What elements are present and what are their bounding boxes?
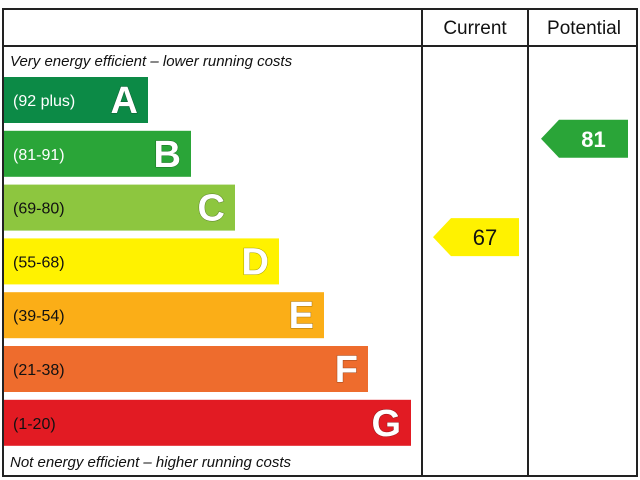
band-range-b: (81-91)	[13, 147, 65, 164]
potential-rating-arrow	[541, 119, 628, 158]
band-letter-a: A	[111, 80, 138, 122]
band-range-e: (39-54)	[13, 308, 65, 325]
band-letter-d: D	[242, 241, 269, 283]
bottom-caption: Not energy efficient – higher running co…	[10, 454, 291, 471]
band-letter-g: G	[371, 403, 401, 445]
current-rating-arrow	[433, 218, 519, 257]
band-range-a: (92 plus)	[13, 93, 75, 110]
rating-bands: (92 plus) A (81-91) B (69-80) C (55-68) D (39-54…	[4, 77, 411, 446]
potential-column-header: Potential	[547, 18, 621, 39]
band-bar-b	[4, 130, 191, 177]
current-column-header: Current	[443, 18, 507, 39]
band-letter-e: E	[289, 295, 314, 337]
band-range-f: (21-38)	[13, 362, 65, 379]
band-letter-f: F	[335, 349, 358, 391]
band-bar-c	[4, 184, 235, 231]
band-bar-f	[4, 346, 368, 392]
chart-frame	[2, 8, 638, 477]
band-letter-b: B	[154, 134, 181, 176]
top-caption: Very energy efficient – lower running co…	[10, 53, 293, 70]
band-bar-e	[4, 292, 324, 339]
band-bar-g	[4, 399, 411, 446]
potential-rating-value: 81	[581, 127, 605, 152]
rating-arrows: 67 81	[433, 119, 628, 257]
band-letter-c: C	[198, 188, 225, 230]
band-range-d: (55-68)	[13, 254, 65, 271]
band-range-c: (69-80)	[13, 201, 65, 218]
band-bar-a	[4, 77, 148, 123]
current-rating-value: 67	[473, 225, 497, 250]
band-range-g: (1-20)	[13, 416, 56, 433]
band-bar-d	[4, 238, 279, 285]
